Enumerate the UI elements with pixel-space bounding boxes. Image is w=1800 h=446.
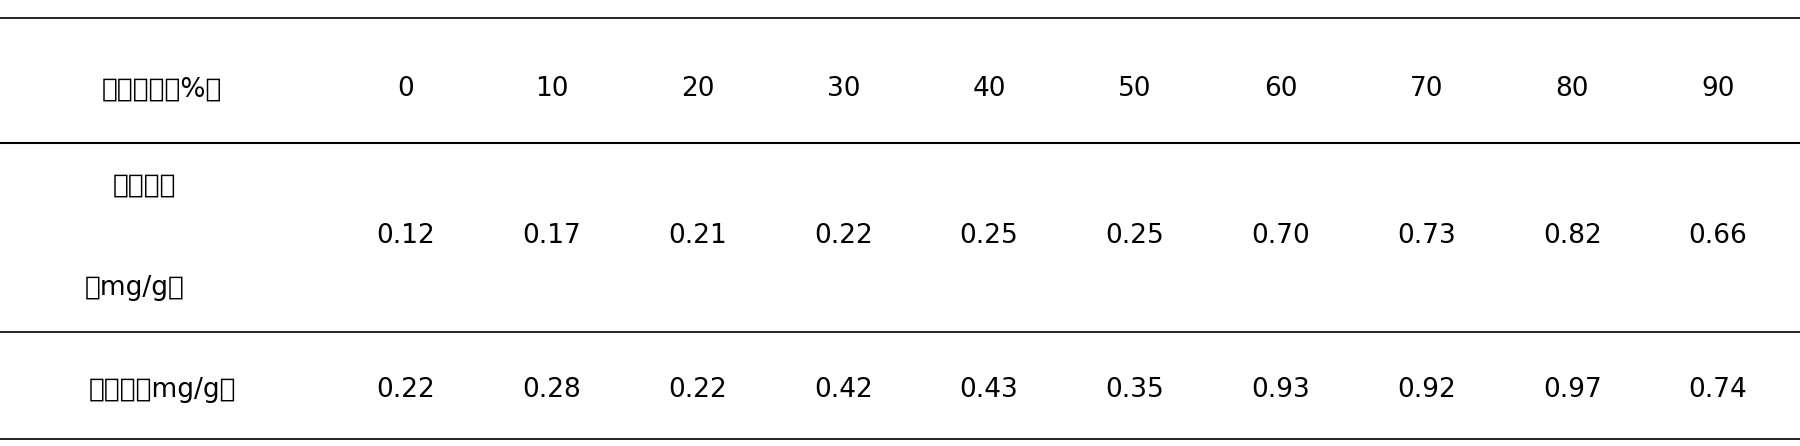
Text: 0.35: 0.35	[1105, 377, 1165, 403]
Text: 0.70: 0.70	[1251, 223, 1310, 249]
Text: 乙醇浓度（%）: 乙醇浓度（%）	[103, 76, 221, 102]
Text: 0.17: 0.17	[522, 223, 581, 249]
Text: 总蒥醒（mg/g）: 总蒥醒（mg/g）	[88, 377, 236, 403]
Text: 70: 70	[1409, 76, 1444, 102]
Text: 0: 0	[398, 76, 414, 102]
Text: 0.42: 0.42	[814, 377, 873, 403]
Text: 0.74: 0.74	[1688, 377, 1748, 403]
Text: 游离蒥醒: 游离蒥醒	[112, 172, 176, 198]
Text: 0.21: 0.21	[668, 223, 727, 249]
Text: 0.93: 0.93	[1251, 377, 1310, 403]
Text: 0.97: 0.97	[1543, 377, 1602, 403]
Text: 0.92: 0.92	[1397, 377, 1456, 403]
Text: 0.73: 0.73	[1397, 223, 1456, 249]
Text: 20: 20	[680, 76, 715, 102]
Text: 0.22: 0.22	[376, 377, 436, 403]
Text: 0.82: 0.82	[1543, 223, 1602, 249]
Text: 0.25: 0.25	[1105, 223, 1165, 249]
Text: 0.12: 0.12	[376, 223, 436, 249]
Text: 0.43: 0.43	[959, 377, 1019, 403]
Text: 0.22: 0.22	[668, 377, 727, 403]
Text: 10: 10	[535, 76, 569, 102]
Text: 30: 30	[826, 76, 860, 102]
Text: 80: 80	[1555, 76, 1589, 102]
Text: （mg/g）: （mg/g）	[85, 275, 185, 301]
Text: 0.66: 0.66	[1688, 223, 1748, 249]
Text: 60: 60	[1264, 76, 1298, 102]
Text: 0.28: 0.28	[522, 377, 581, 403]
Text: 40: 40	[972, 76, 1006, 102]
Text: 90: 90	[1701, 76, 1735, 102]
Text: 0.22: 0.22	[814, 223, 873, 249]
Text: 0.25: 0.25	[959, 223, 1019, 249]
Text: 50: 50	[1118, 76, 1152, 102]
